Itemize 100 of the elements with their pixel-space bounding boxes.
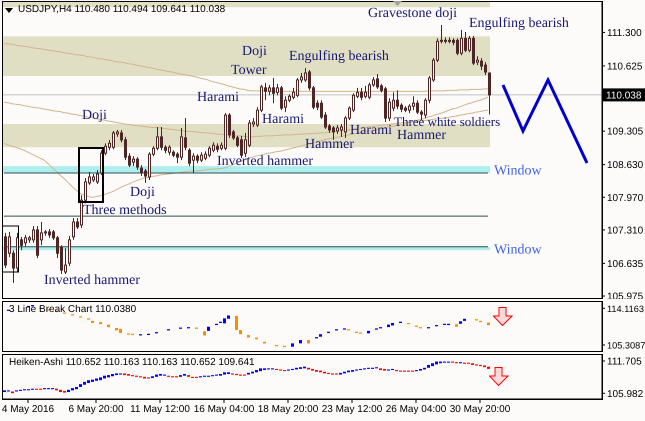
- candlestick: [480, 58, 483, 71]
- y-tick-label: 105.982: [607, 388, 644, 400]
- bar: [115, 328, 118, 330]
- bar: [107, 324, 110, 328]
- bar: [299, 340, 302, 344]
- bar: [319, 334, 322, 337]
- bar: [247, 335, 250, 338]
- candlestick: [168, 144, 171, 156]
- candlestick: [460, 29, 463, 56]
- candlestick: [68, 235, 71, 267]
- bar: [103, 376, 106, 379]
- x-tick-label: 26 May 04:00: [386, 404, 447, 415]
- annotation: Engulfing bearish: [469, 16, 569, 31]
- annotation: Gravestone doji: [368, 6, 458, 21]
- candlestick: [488, 72, 491, 116]
- candlestick: [456, 38, 459, 56]
- bar: [291, 343, 294, 347]
- candlestick: [112, 130, 115, 150]
- candlestick: [148, 152, 151, 180]
- candlestick: [200, 152, 203, 163]
- annotation: Doji: [242, 44, 267, 59]
- chart-title: Heiken-Ashi 110.652 110.163 110.163 110.652 109.641: [9, 357, 255, 368]
- annotation: Harami: [197, 90, 239, 105]
- candlestick: [368, 82, 371, 100]
- x-tick-label: 30 May 20:00: [450, 404, 511, 415]
- candlestick: [136, 156, 139, 171]
- candlestick: [140, 164, 143, 176]
- candlestick: [132, 156, 135, 167]
- ref-line-label: 110.038: [606, 90, 642, 102]
- candlestick: [364, 85, 367, 99]
- bar: [79, 384, 82, 387]
- chart-title: USDJPY,H4 110.480 110.494 109.641 110.038: [18, 4, 226, 15]
- bar: [307, 340, 310, 344]
- bar: [223, 318, 226, 324]
- annotation: Harami: [262, 112, 304, 128]
- candlestick: [332, 125, 335, 140]
- bar: [427, 364, 430, 368]
- x-tick-label: 4 May 2016: [2, 404, 55, 415]
- bar: [455, 324, 458, 327]
- annotation: Doji: [82, 108, 107, 123]
- annotation: Doji: [130, 185, 155, 200]
- annotation: Inverted hammer: [44, 273, 140, 288]
- candlestick: [72, 218, 75, 240]
- y-tick-label: 108.630: [607, 160, 644, 172]
- annotation: Three methods: [83, 203, 167, 218]
- y-tick-label: 111.705: [607, 356, 642, 368]
- annotation: Three white soldiers: [394, 114, 500, 129]
- chart-title: 3 Line Break Chart 110.0380: [9, 304, 136, 315]
- bar: [387, 324, 390, 328]
- bar: [87, 380, 90, 384]
- band-label: Window: [494, 163, 543, 178]
- candlestick: [188, 148, 191, 167]
- bar: [235, 316, 238, 330]
- candlestick: [104, 142, 107, 156]
- candlestick: [180, 127, 183, 161]
- candlestick: [24, 234, 27, 247]
- bar: [203, 331, 206, 336]
- x-tick-label: 11 May 12:00: [130, 404, 190, 415]
- annotation: Engulfing bearish: [289, 49, 389, 64]
- candlestick: [412, 96, 415, 111]
- y-tick-label: 107.310: [607, 225, 644, 236]
- x-tick-label: 16 May 04:00: [194, 404, 255, 415]
- annotation: Inverted hammer: [217, 154, 314, 169]
- candlestick: [484, 62, 487, 76]
- band-label: Window: [494, 242, 543, 258]
- bar: [367, 330, 370, 334]
- x-tick-label: 6 May 20:00: [68, 404, 124, 415]
- bar: [207, 326, 210, 331]
- candlestick: [20, 236, 23, 251]
- candlestick: [376, 74, 379, 90]
- x-tick-label: 23 May 12:00: [322, 404, 383, 415]
- bar: [239, 330, 242, 334]
- candlestick: [64, 248, 67, 274]
- bar: [119, 328, 122, 333]
- y-tick-label: 114.1163: [607, 304, 644, 314]
- candlestick: [208, 146, 211, 158]
- y-tick-label: 111.300: [607, 28, 642, 39]
- bar: [487, 322, 490, 326]
- candlestick: [160, 126, 163, 151]
- y-tick-label: 105.3087: [607, 340, 645, 351]
- bar: [391, 322, 394, 326]
- candlestick: [396, 90, 399, 110]
- candlestick: [360, 87, 363, 101]
- candlestick: [212, 142, 215, 153]
- y-tick-label: 107.970: [607, 192, 644, 204]
- annotation: Harami: [350, 123, 392, 138]
- candlestick: [416, 100, 419, 115]
- candlestick: [192, 152, 195, 174]
- bar: [435, 362, 438, 364]
- candlestick: [272, 77, 275, 104]
- x-tick-label: 18 May 20:00: [258, 404, 319, 415]
- bar: [459, 321, 462, 324]
- y-tick-label: 109.305: [607, 126, 644, 138]
- candlestick: [268, 84, 271, 96]
- candlestick: [464, 31, 467, 53]
- candlestick: [96, 170, 99, 184]
- candlestick: [280, 85, 283, 111]
- y-tick-label: 110.625: [607, 61, 643, 72]
- y-tick-label: 106.635: [607, 258, 644, 270]
- annotation: Hammer: [305, 137, 354, 152]
